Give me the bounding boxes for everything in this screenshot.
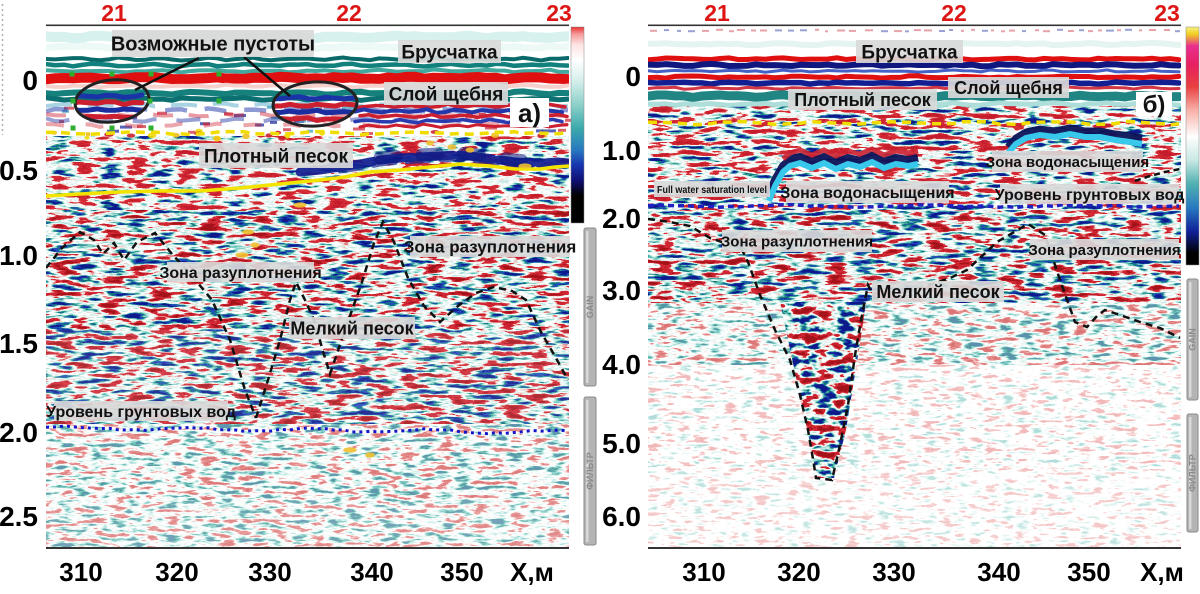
- svg-text:Зона водонасыщения: Зона водонасыщения: [780, 185, 954, 202]
- svg-text:Зона водонасыщения: Зона водонасыщения: [986, 154, 1149, 171]
- svg-text:0: 0: [625, 61, 641, 92]
- svg-text:21: 21: [704, 0, 730, 26]
- svg-text:Плотный песок: Плотный песок: [204, 146, 349, 167]
- svg-text:Мелкий песок: Мелкий песок: [290, 318, 414, 338]
- svg-text:320: 320: [155, 557, 198, 587]
- svg-text:350: 350: [1067, 557, 1110, 587]
- svg-text:Плотный песок: Плотный песок: [794, 90, 931, 110]
- svg-text:340: 340: [977, 557, 1020, 587]
- svg-text:23: 23: [546, 0, 572, 26]
- svg-text:Брусчатка: Брусчатка: [861, 42, 958, 63]
- svg-text:Зона разуплотнения: Зона разуплотнения: [1028, 242, 1180, 259]
- svg-text:0.5: 0.5: [0, 155, 38, 186]
- svg-text:1.5: 1.5: [0, 328, 38, 359]
- svg-text:Х,м: Х,м: [1140, 557, 1184, 587]
- svg-text:ФИЛЬТР: ФИЛЬТР: [1188, 454, 1198, 492]
- svg-text:2.0: 2.0: [602, 203, 641, 234]
- svg-text:Мелкий песок: Мелкий песок: [876, 282, 1000, 302]
- svg-text:310: 310: [59, 557, 102, 587]
- svg-text:GAIN: GAIN: [585, 296, 595, 319]
- svg-text:22: 22: [336, 0, 362, 26]
- svg-text:ФИЛЬТР: ФИЛЬТР: [585, 452, 595, 490]
- svg-text:Зона разуплотнения: Зона разуплотнения: [721, 233, 873, 250]
- svg-text:5.0: 5.0: [602, 428, 641, 459]
- svg-text:0: 0: [22, 65, 38, 96]
- svg-text:320: 320: [777, 557, 820, 587]
- svg-text:1.0: 1.0: [602, 135, 641, 166]
- svg-text:350: 350: [440, 557, 483, 587]
- svg-text:310: 310: [682, 557, 725, 587]
- svg-text:6.0: 6.0: [602, 501, 641, 532]
- svg-text:2.0: 2.0: [0, 417, 38, 448]
- svg-text:Возможные пустоты: Возможные пустоты: [111, 34, 315, 56]
- svg-text:3.0: 3.0: [602, 275, 641, 306]
- svg-text:а): а): [518, 98, 541, 128]
- svg-text:2.5: 2.5: [0, 501, 38, 532]
- svg-text:GAIN: GAIN: [1188, 328, 1198, 351]
- svg-text:21: 21: [101, 0, 127, 26]
- svg-text:Зона разуплотнения: Зона разуплотнения: [159, 265, 321, 282]
- svg-text:Уровень грунтовых вод: Уровень грунтовых вод: [995, 187, 1185, 204]
- svg-text:330: 330: [872, 557, 915, 587]
- svg-text:Full water saturation level: Full water saturation level: [657, 184, 767, 196]
- svg-text:Х,м: Х,м: [510, 557, 554, 587]
- svg-text:Уровень грунтовых вод: Уровень грунтовых вод: [46, 404, 236, 421]
- svg-text:б): б): [1143, 92, 1166, 119]
- svg-text:Слой щебня: Слой щебня: [954, 78, 1063, 98]
- svg-text:1.0: 1.0: [0, 240, 38, 271]
- svg-text:23: 23: [1154, 0, 1180, 26]
- svg-text:Брусчатка: Брусчатка: [401, 42, 498, 63]
- svg-text:22: 22: [941, 0, 967, 26]
- svg-text:340: 340: [350, 557, 393, 587]
- svg-text:4.0: 4.0: [602, 349, 641, 380]
- svg-text:330: 330: [248, 557, 291, 587]
- svg-text:Слой щебня: Слой щебня: [389, 84, 504, 105]
- svg-text:Зона разуплотнения: Зона разуплотнения: [404, 238, 577, 257]
